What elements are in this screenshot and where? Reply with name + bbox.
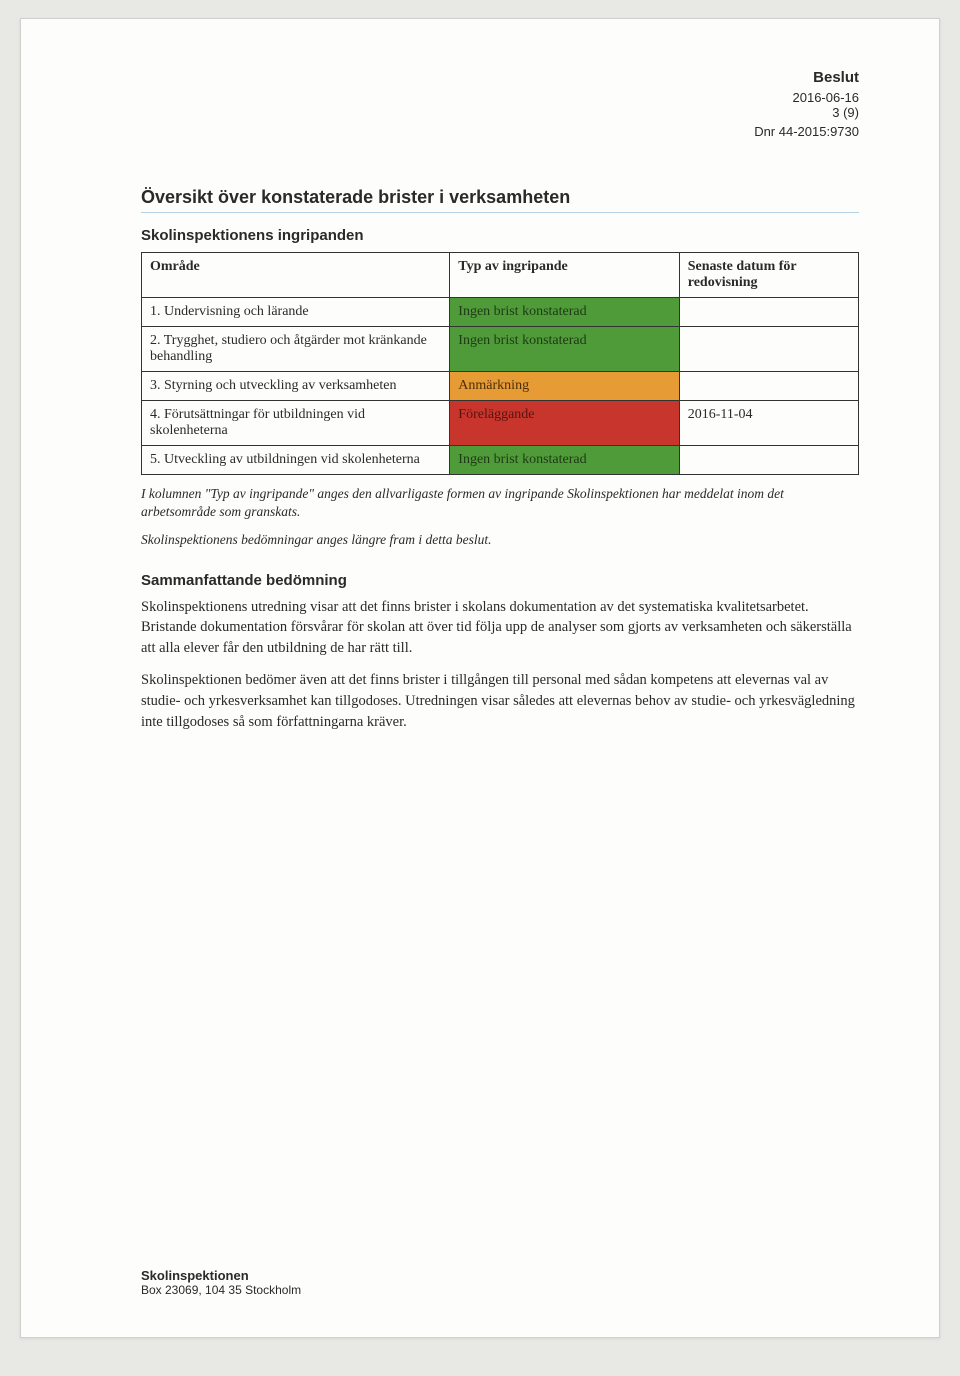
col-area: Område xyxy=(142,253,450,298)
area-cell: 2. Trygghet, studiero och åtgärder mot k… xyxy=(142,327,450,372)
document-page: Beslut 2016-06-16 3 (9) Dnr 44-2015:9730… xyxy=(20,18,940,1338)
sub-title: Skolinspektionens ingripanden xyxy=(141,227,859,244)
page-number: 3 (9) xyxy=(141,105,859,120)
date-cell xyxy=(679,298,858,327)
date-cell xyxy=(679,372,858,401)
footer-address: Box 23069, 104 35 Stockholm xyxy=(141,1283,301,1297)
table-body: 1. Undervisning och lärande Ingen brist … xyxy=(142,298,859,475)
type-cell: Föreläggande xyxy=(450,401,679,446)
area-cell: 3. Styrning och utveckling av verksamhet… xyxy=(142,372,450,401)
area-cell: 4. Förutsättningar för utbildningen vid … xyxy=(142,401,450,446)
type-cell: Ingen brist konstaterad xyxy=(450,298,679,327)
col-type: Typ av ingripande xyxy=(450,253,679,298)
type-cell: Anmärkning xyxy=(450,372,679,401)
section-title: Översikt över konstaterade brister i ver… xyxy=(141,187,859,213)
doc-date: 2016-06-16 xyxy=(141,90,859,105)
page-header: Beslut 2016-06-16 3 (9) Dnr 44-2015:9730 xyxy=(141,69,859,139)
table-row: 2. Trygghet, studiero och åtgärder mot k… xyxy=(142,327,859,372)
type-cell: Ingen brist konstaterad xyxy=(450,327,679,372)
assessment-title: Sammanfattande bedömning xyxy=(141,572,859,589)
area-cell: 1. Undervisning och lärande xyxy=(142,298,450,327)
table-note-2: Skolinspektionens bedömningar anges läng… xyxy=(141,531,859,549)
area-cell: 5. Utveckling av utbildningen vid skolen… xyxy=(142,446,450,475)
table-row: 5. Utveckling av utbildningen vid skolen… xyxy=(142,446,859,475)
table-row: 3. Styrning och utveckling av verksamhet… xyxy=(142,372,859,401)
date-cell xyxy=(679,446,858,475)
table-row: 1. Undervisning och lärande Ingen brist … xyxy=(142,298,859,327)
doc-reference: Dnr 44-2015:9730 xyxy=(141,124,859,139)
col-date: Senaste datum för redovisning xyxy=(679,253,858,298)
body-paragraph: Skolinspektionen bedömer även att det fi… xyxy=(141,670,859,732)
doc-type: Beslut xyxy=(141,69,859,86)
page-footer: Skolinspektionen Box 23069, 104 35 Stock… xyxy=(141,1268,301,1297)
table-note-1: I kolumnen "Typ av ingripande" anges den… xyxy=(141,485,859,521)
type-cell: Ingen brist konstaterad xyxy=(450,446,679,475)
table-header-row: Område Typ av ingripande Senaste datum f… xyxy=(142,253,859,298)
overview-table: Område Typ av ingripande Senaste datum f… xyxy=(141,252,859,475)
date-cell xyxy=(679,327,858,372)
footer-org: Skolinspektionen xyxy=(141,1268,301,1283)
table-row: 4. Förutsättningar för utbildningen vid … xyxy=(142,401,859,446)
date-cell: 2016-11-04 xyxy=(679,401,858,446)
body-paragraph: Skolinspektionens utredning visar att de… xyxy=(141,597,859,659)
